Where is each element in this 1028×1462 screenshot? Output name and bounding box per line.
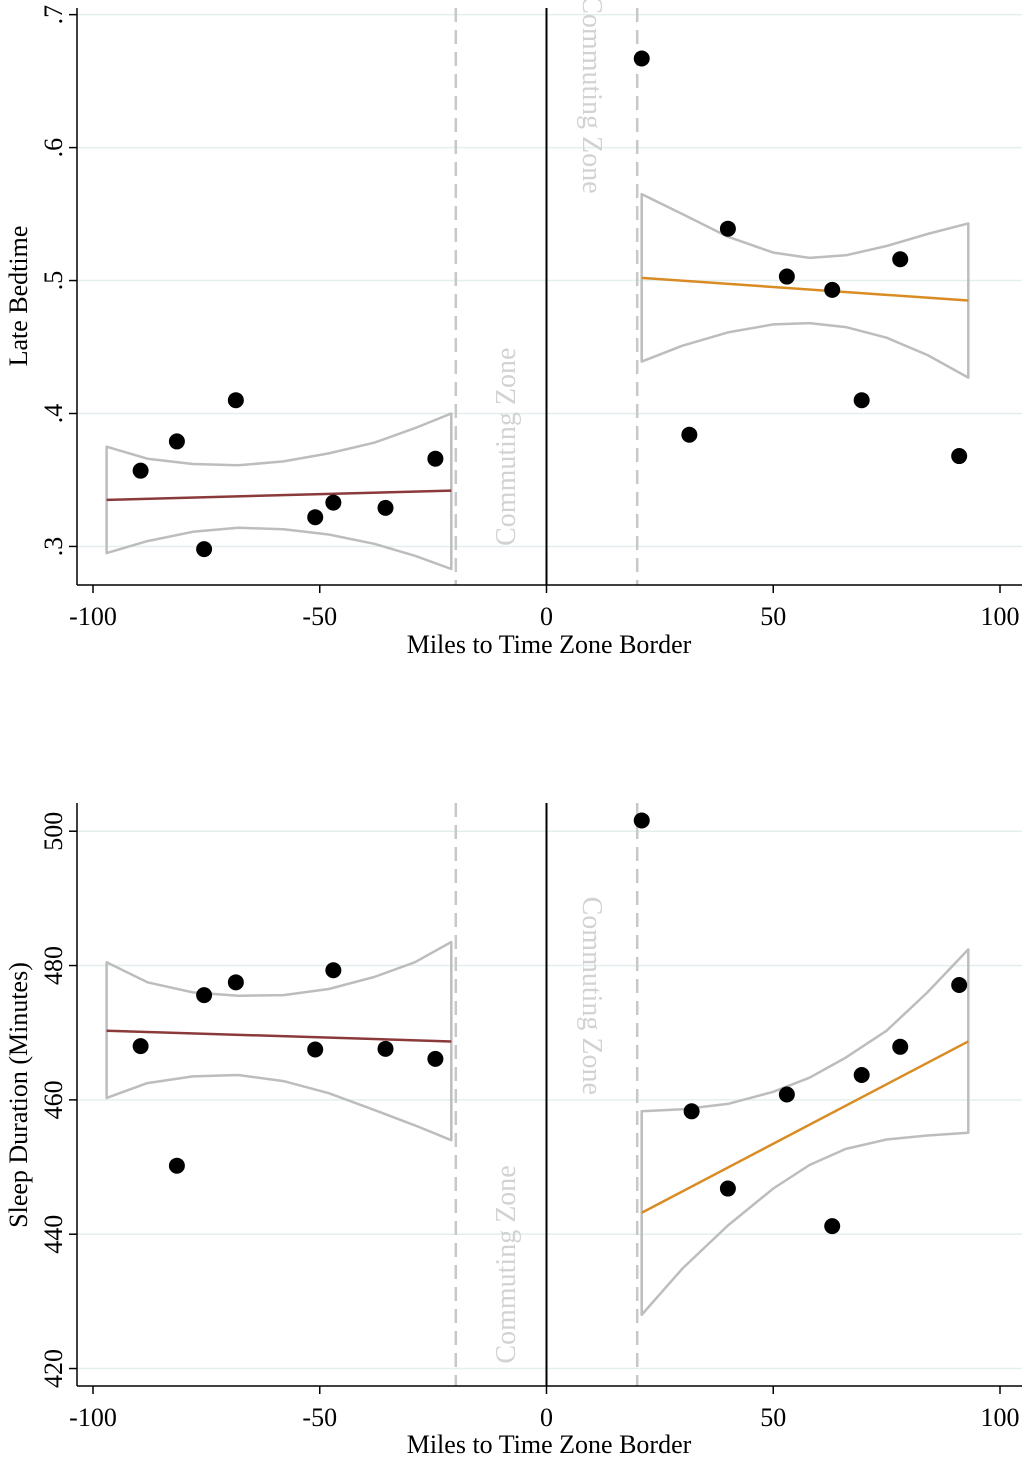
x-axis-title: Miles to Time Zone Border: [407, 1430, 692, 1459]
confidence-bands: [105, 940, 970, 1317]
y-gridlines: [77, 830, 1022, 1370]
commuting-zone-label: Commuting Zone: [491, 1165, 522, 1363]
data-point: [427, 450, 444, 467]
x-ticks: -100 -50 0 50 100: [69, 585, 1020, 631]
y-gridlines: [77, 13, 1022, 548]
y-tick-label: 480: [39, 946, 68, 985]
sleep-duration-chart: Commuting Zone Commuting Zone 420 440 460 48…: [4, 803, 1022, 1459]
fit-line-left: [106, 1029, 452, 1043]
data-point: [633, 812, 650, 829]
data-point: [377, 499, 394, 516]
data-point: [778, 268, 795, 285]
x-tick-label: -50: [302, 1403, 337, 1432]
data-point: [132, 462, 149, 479]
y-tick-label: .3: [39, 537, 68, 557]
fit-lines: [106, 1029, 969, 1214]
x-tick-label: 50: [760, 602, 786, 631]
commuting-zone-label: Commuting Zone: [576, 0, 607, 194]
reference-lines: [454, 803, 639, 1386]
fit-line-right: [641, 276, 969, 302]
data-point: [892, 1038, 909, 1055]
data-point: [951, 977, 968, 994]
commuting-zone-label: Commuting Zone: [576, 897, 607, 1095]
y-tick-label: 460: [39, 1080, 68, 1119]
confidence-band-left: [105, 940, 453, 1142]
data-points: [132, 812, 968, 1235]
axes: [76, 8, 1022, 586]
confidence-band-left: [105, 412, 453, 571]
x-tick-label: 0: [540, 602, 553, 631]
confidence-band-right: [640, 948, 970, 1317]
data-point: [168, 433, 185, 450]
data-point: [853, 392, 870, 409]
x-ticks: -100 -50 0 50 100: [69, 1386, 1020, 1432]
data-point: [377, 1040, 394, 1057]
data-point: [778, 1086, 795, 1103]
data-point: [951, 448, 968, 465]
x-tick-label: 50: [760, 1403, 786, 1432]
data-points: [132, 50, 968, 558]
commuting-zone-label: Commuting Zone: [491, 348, 522, 546]
y-tick-label: .4: [39, 404, 68, 424]
y-axis-title: Late Bedtime: [4, 226, 33, 367]
y-ticks: .3 .4 .5 .6 .7: [39, 5, 77, 556]
reference-lines: [454, 8, 639, 585]
x-tick-label: -100: [69, 602, 117, 631]
data-point: [681, 426, 698, 443]
data-point: [633, 50, 650, 67]
data-point: [824, 1218, 841, 1235]
confidence-band-right: [640, 192, 970, 379]
y-axis-title: Sleep Duration (Minutes): [4, 962, 33, 1228]
y-tick-label: .5: [39, 271, 68, 291]
data-point: [196, 987, 213, 1004]
fit-lines: [106, 276, 969, 502]
fit-line-right: [641, 1040, 969, 1214]
data-point: [168, 1157, 185, 1174]
data-point: [427, 1050, 444, 1067]
x-tick-label: 100: [981, 602, 1020, 631]
y-tick-label: 500: [39, 812, 68, 851]
y-tick-label: 420: [39, 1349, 68, 1388]
fit-line-left: [106, 489, 452, 502]
data-point: [719, 1180, 736, 1197]
y-tick-label: 440: [39, 1215, 68, 1254]
data-point: [325, 962, 342, 979]
x-tick-label: -100: [69, 1403, 117, 1432]
data-point: [325, 494, 342, 511]
zone-annotations: Commuting Zone Commuting Zone: [491, 897, 607, 1364]
data-point: [824, 281, 841, 298]
x-tick-label: 100: [981, 1403, 1020, 1432]
y-tick-label: .6: [39, 138, 68, 158]
y-ticks: 420 440 460 480 500: [39, 812, 77, 1388]
data-point: [683, 1103, 700, 1120]
axes: [76, 803, 1022, 1387]
x-tick-label: -50: [302, 602, 337, 631]
data-point: [307, 1041, 324, 1058]
data-point: [227, 974, 244, 991]
x-axis-title: Miles to Time Zone Border: [407, 630, 692, 659]
data-point: [307, 509, 324, 526]
data-point: [853, 1067, 870, 1084]
data-point: [892, 251, 909, 268]
y-tick-label: .7: [39, 5, 68, 25]
data-point: [196, 541, 213, 558]
zone-annotations: Commuting Zone Commuting Zone: [491, 0, 607, 546]
data-point: [227, 392, 244, 409]
data-point: [719, 220, 736, 237]
data-point: [132, 1038, 149, 1055]
x-tick-label: 0: [540, 1403, 553, 1432]
confidence-bands: [105, 192, 970, 571]
